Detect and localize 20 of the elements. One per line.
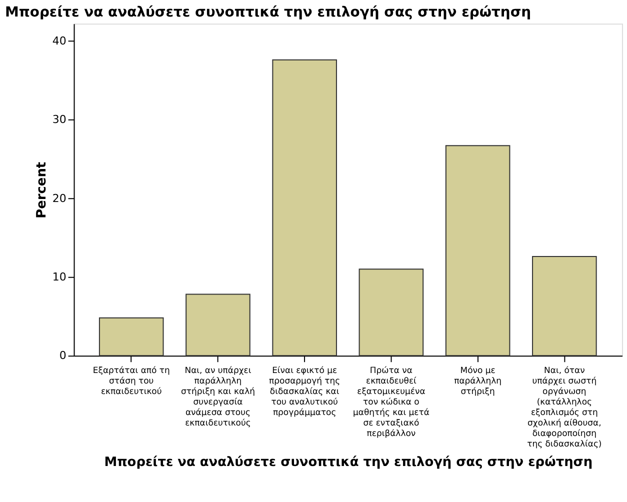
y-tick-label: 0 — [59, 349, 66, 362]
x-tick-label: Είναι εφικτό με προσαρμογή της διδασκαλίας και του αναλυτικού προγράμματος — [269, 365, 340, 417]
x-tick-label: Πρώτα να εκπαιδευθεί εξατομικευμένα τον κώδικα ο μαθητής και μετά σε ενταξιακό περιβάλλον — [352, 365, 430, 438]
bar — [445, 145, 510, 356]
bar — [186, 294, 250, 356]
x-tick-label: Ναι, όταν υπάρχει σωστή οργάνωση (κατάλληλος εξοπλισμός στη σχολική αίθουσα, διαφοροποίηση της διδασκαλίας) — [527, 365, 602, 448]
y-tick-label: 40 — [52, 34, 66, 48]
y-axis-title: Percent — [34, 162, 50, 218]
x-tick-label: Ναι, αν υπάρχει παράλληλη στήριξη και καλή συνεργασία ανάμεσα στους εκπαιδευτικούς — [180, 365, 255, 428]
y-tick-label: 30 — [52, 113, 66, 126]
bar — [272, 59, 337, 356]
bar — [358, 268, 424, 356]
bar — [532, 256, 597, 356]
x-tick-label: Μόνο με παράλληλη στήριξη — [454, 365, 502, 396]
x-axis-title: Μπορείτε να αναλύσετε συνοπτικά την επιλογή σας στην ερώτηση — [104, 454, 593, 470]
chart-title: Μπορείτε να αναλύσετε συνοπτικά την επιλογή σας στην ερώτηση — [4, 4, 532, 21]
y-tick-label: 20 — [52, 192, 66, 205]
bar — [98, 317, 164, 356]
x-tick-label: Εξαρτάται από τη στάση του εκπαιδευτικού — [92, 365, 170, 396]
y-tick-label: 10 — [52, 270, 66, 284]
